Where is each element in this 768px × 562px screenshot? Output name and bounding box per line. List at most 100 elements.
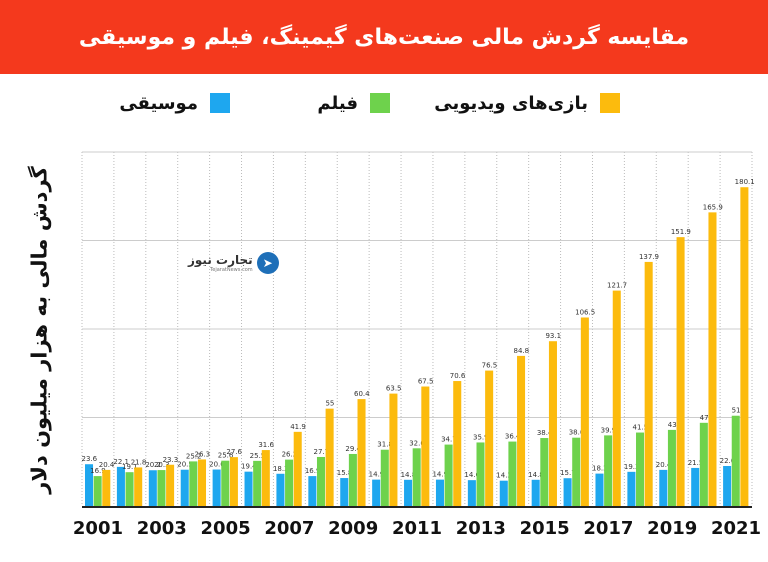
x-tick-label: 2021 <box>711 518 761 539</box>
bar <box>412 448 421 506</box>
data-label: 25.5 <box>250 452 266 460</box>
bar <box>731 415 740 506</box>
bar <box>229 457 238 506</box>
data-label: 60.4 <box>354 390 370 398</box>
bar <box>723 465 732 506</box>
bar <box>595 473 604 506</box>
bar <box>676 237 685 506</box>
watermark-logo: تجارت نیوز TejaratNews.com ➤ <box>188 252 279 274</box>
bar <box>740 187 749 506</box>
bar <box>180 469 189 506</box>
bar <box>357 399 366 506</box>
data-label: 25.2 <box>186 452 202 460</box>
data-label: 15.8 <box>337 469 353 477</box>
data-label: 26.3 <box>195 450 211 458</box>
data-label: 76.5 <box>482 362 498 370</box>
bar <box>531 479 540 506</box>
bar <box>699 422 708 506</box>
bar <box>244 471 253 506</box>
data-label: 20.2 <box>145 461 161 469</box>
data-label: 165.9 <box>703 203 723 211</box>
data-label: 106.5 <box>575 308 595 316</box>
bar <box>444 444 453 506</box>
bar <box>563 478 572 506</box>
bar <box>340 478 349 506</box>
bar <box>508 441 517 506</box>
data-label: 39.9 <box>601 426 617 434</box>
data-label: 21.5 <box>688 459 704 467</box>
data-label: 151.9 <box>671 228 691 236</box>
data-label: 21.8 <box>131 458 147 466</box>
data-label: 20.6 <box>209 461 225 469</box>
legend-item-film: فیلم <box>317 86 390 120</box>
data-label: 31.6 <box>258 441 274 449</box>
data-label: 14.9 <box>369 471 385 479</box>
chart-header: مقایسه گردش مالی صنعت‌های گیمینگ، فیلم و… <box>0 0 768 74</box>
x-tick-label: 2003 <box>137 518 187 539</box>
bar <box>134 467 143 506</box>
bar <box>548 341 557 506</box>
data-label: 137.9 <box>639 253 659 261</box>
data-label: 25.6 <box>218 452 234 460</box>
data-label: 20.3 <box>154 461 170 469</box>
data-label: 14.8 <box>401 471 417 479</box>
data-label: 27.7 <box>313 448 329 456</box>
data-label: 19.1 <box>122 463 138 471</box>
bar <box>102 469 111 506</box>
data-label: 15.7 <box>560 469 576 477</box>
bar <box>636 432 645 506</box>
bar <box>116 466 125 506</box>
data-label: 63.5 <box>386 385 402 393</box>
legend-swatch-film <box>370 93 390 113</box>
bar <box>148 470 157 506</box>
bar <box>189 461 198 506</box>
data-label: 34.7 <box>441 436 457 444</box>
data-label: 22.6 <box>720 457 736 465</box>
legend: بازی‌های ویدیویی فیلم موسیقی <box>0 86 768 120</box>
data-label: 23.3 <box>163 456 179 464</box>
data-label: 18.3 <box>592 465 608 473</box>
x-tick-label: 2005 <box>201 518 251 539</box>
bar <box>691 467 700 506</box>
x-tick-label: 2011 <box>392 518 442 539</box>
bar <box>372 479 381 506</box>
legend-swatch-music <box>210 93 230 113</box>
bar <box>708 212 717 506</box>
bar <box>627 471 636 506</box>
data-label: 32.6 <box>409 439 425 447</box>
bar <box>380 449 389 506</box>
paper-plane-icon: ➤ <box>256 252 279 274</box>
bar <box>604 435 613 506</box>
bar <box>667 429 676 506</box>
data-label: 121.7 <box>607 282 627 290</box>
bar <box>261 450 270 506</box>
data-label: 31.8 <box>377 441 393 449</box>
data-label: 38.4 <box>537 429 553 437</box>
data-label: 84.8 <box>514 347 530 355</box>
legend-item-games: بازی‌های ویدیویی <box>434 86 620 120</box>
data-label: 26.2 <box>282 451 298 459</box>
data-label: 55 <box>325 400 334 408</box>
logo-site: TejaratNews.com <box>210 266 253 273</box>
bar <box>316 456 326 506</box>
bar <box>348 453 357 506</box>
data-label: 51 <box>732 407 741 415</box>
data-label: 41.5 <box>633 424 649 432</box>
bar <box>476 442 485 506</box>
data-label: 22.1 <box>113 458 129 466</box>
legend-label-film: فیلم <box>317 92 358 114</box>
data-label: 93.1 <box>545 332 561 340</box>
data-label: 20.5 <box>177 461 193 469</box>
data-label: 16.9 <box>90 467 106 475</box>
bar <box>166 464 175 506</box>
data-label: 35.9 <box>473 433 489 441</box>
legend-label-music: موسیقی <box>119 92 198 114</box>
data-label: 27.6 <box>226 448 242 456</box>
x-tick-label: 2009 <box>328 518 378 539</box>
data-label: 16.9 <box>305 467 321 475</box>
bar <box>285 459 294 506</box>
legend-item-music: موسیقی <box>119 86 230 120</box>
data-label: 14.3 <box>496 472 512 480</box>
data-label: 67.5 <box>418 378 434 386</box>
